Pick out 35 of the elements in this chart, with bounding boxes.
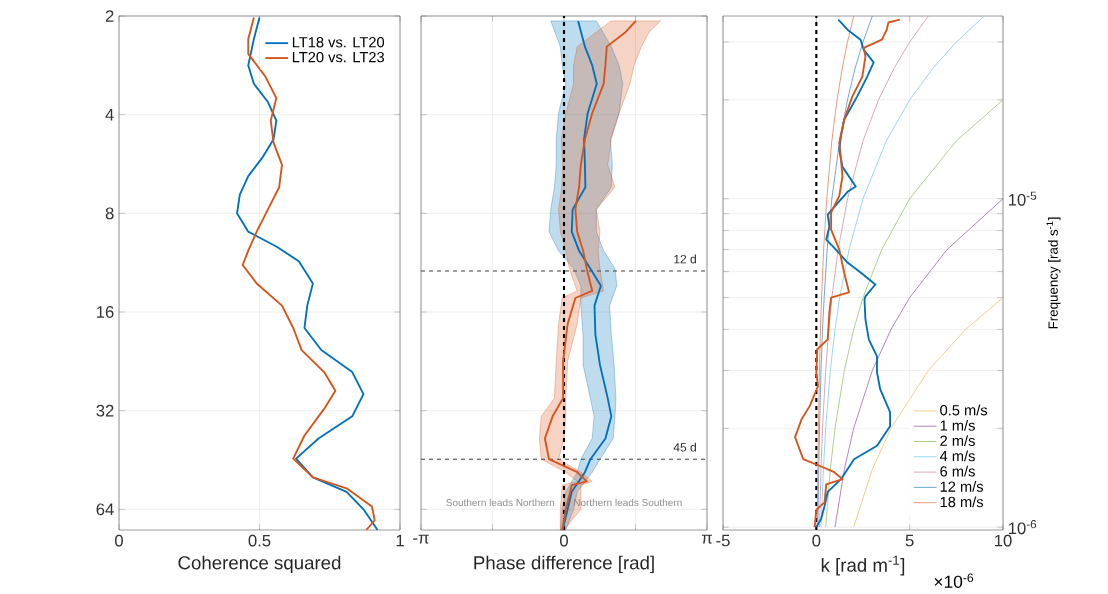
legend-label: 4 m/s — [939, 450, 975, 462]
legend-label: LT18 vs. LT20 — [292, 37, 385, 48]
x-tick-label: 0 — [812, 534, 821, 547]
legend-label: 6 m/s — [940, 465, 975, 477]
y-tick-label: 10$^{-6}$ — [1008, 520, 1037, 535]
ref-line-label: 12 d — [674, 254, 696, 264]
x-axis-title: k [rad m$^{-1}$] — [821, 555, 905, 576]
y-tick-label: 4 — [105, 108, 114, 121]
y-tick-label: 10$^{-5}$ — [1008, 191, 1037, 206]
x-tick-label: 0 — [115, 534, 123, 547]
x-axis-title: Phase difference [rad] — [474, 555, 654, 574]
y-tick-label: 32 — [96, 404, 114, 417]
x-tick-label: 10 — [995, 534, 1012, 547]
legend-label: 18 m/s — [940, 496, 984, 508]
x-tick-label: 0 — [560, 534, 568, 547]
x-tick-label: 0.5 — [248, 534, 271, 547]
legend-label: 12 m/s — [940, 481, 984, 492]
y-tick-label: 2 — [105, 10, 114, 22]
legend-label: 1 m/s — [940, 419, 975, 431]
y-tick-label: 16 — [97, 306, 114, 318]
annotation: Southern leads Northern — [446, 498, 555, 507]
x-tick-label: -π — [413, 534, 429, 544]
y-tick-label: 8 — [105, 207, 114, 220]
x-tick-label: -5 — [716, 534, 730, 547]
x-axis-title: Coherence squared — [178, 555, 341, 574]
text: ×10$^{-6}$ — [934, 573, 974, 588]
y-tick-label: 64 — [96, 503, 114, 516]
ref-line-label: 45 d — [673, 442, 696, 452]
y-axis-title: Frequency [rad s$^{-1}$] — [1046, 217, 1061, 329]
x-tick-label: π — [701, 534, 713, 544]
x-tick-label: 5 — [905, 534, 914, 547]
x-tick-label: 1 — [396, 534, 404, 547]
legend-label: 2 m/s — [940, 435, 975, 446]
legend-label: LT20 vs. LT23 — [292, 51, 384, 63]
legend-label: 0.5 m/s — [940, 404, 988, 416]
